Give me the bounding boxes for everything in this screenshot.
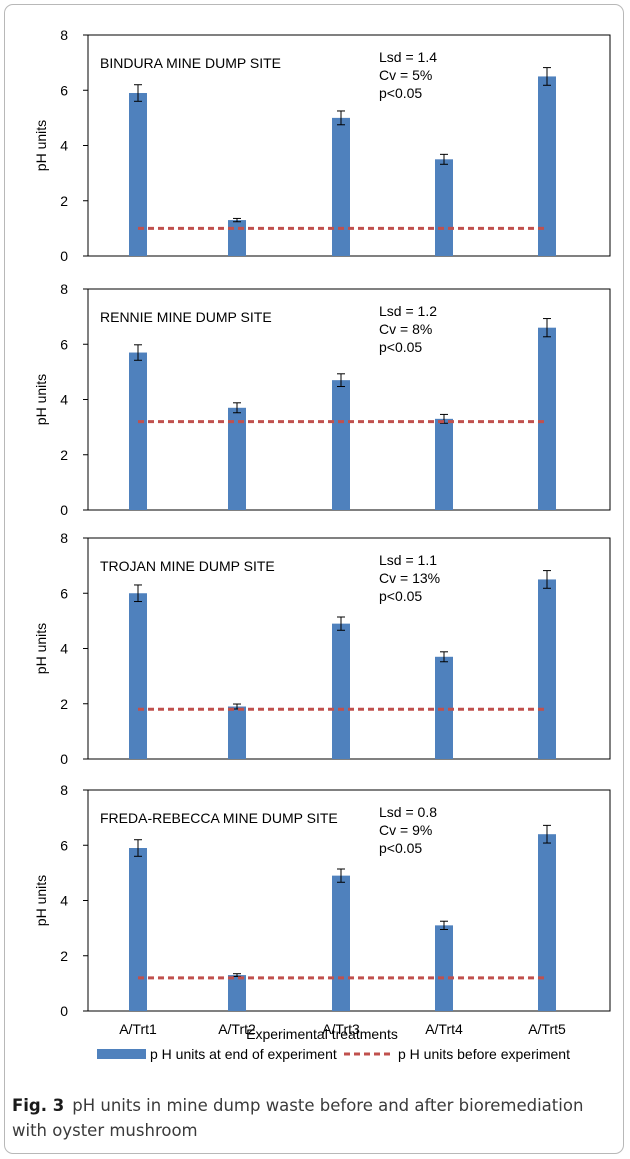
panel-title: BINDURA MINE DUMP SITE	[100, 55, 281, 71]
x-tick-label: A/Trt2	[218, 1021, 256, 1037]
bar	[538, 327, 556, 510]
y-axis-title: pH units	[33, 120, 49, 171]
stats-line: Lsd = 1.2	[379, 303, 437, 319]
bar	[435, 418, 453, 510]
legend-label-baseline: p H units before experiment	[398, 1046, 570, 1062]
caption-label: Fig. 3	[12, 1096, 65, 1115]
x-tick-label: A/Trt4	[425, 1021, 463, 1037]
stats-line: p<0.05	[379, 85, 422, 101]
bar	[332, 623, 350, 759]
y-tick-label: 8	[60, 530, 68, 546]
y-tick-label: 2	[60, 193, 68, 209]
y-axis-title: pH units	[33, 374, 49, 425]
panel-title: RENNIE MINE DUMP SITE	[100, 309, 272, 325]
stats-line: Lsd = 0.8	[379, 804, 437, 820]
bar	[538, 76, 556, 256]
bar	[538, 834, 556, 1011]
y-tick-label: 8	[60, 782, 68, 798]
legend: p H units at end of experiment p H units…	[97, 1046, 570, 1062]
figure-caption: Fig. 3 pH units in mine dump waste before…	[12, 1093, 612, 1143]
bar	[332, 117, 350, 256]
x-tick-label: A/Trt1	[119, 1021, 157, 1037]
y-tick-label: 0	[60, 248, 68, 264]
chart-panel-2: 0 2 4 6 8 pH units RENNIE MINE DUMP SITE Lsd = …	[33, 281, 611, 518]
y-tick-label: 6	[60, 837, 68, 853]
bar	[228, 975, 246, 1011]
bar	[129, 93, 147, 256]
stats-line: Lsd = 1.4	[379, 49, 437, 65]
bar	[228, 220, 246, 256]
stats-line: Lsd = 1.1	[379, 552, 437, 568]
legend-swatch-bar	[97, 1049, 146, 1059]
bar	[332, 380, 350, 510]
y-tick-label: 0	[60, 502, 68, 518]
panel-title: FREDA-REBECCA MINE DUMP SITE	[100, 810, 338, 826]
stats-line: p<0.05	[379, 588, 422, 604]
y-tick-label: 2	[60, 948, 68, 964]
stats-line: Cv = 5%	[379, 67, 432, 83]
legend-label-bar: p H units at end of experiment	[150, 1046, 337, 1062]
figure-frame	[4, 4, 624, 1154]
bar	[538, 579, 556, 759]
chart-panel-3: 0 2 4 6 8 pH units TROJAN MINE DUMP SITE Lsd = …	[33, 530, 611, 767]
y-tick-label: 4	[60, 893, 68, 909]
y-tick-label: 4	[60, 641, 68, 657]
chart-panel-4: 0 2 4 6 8 pH units FREDA-REBECCA MINE DUMP SIT…	[33, 782, 611, 1037]
stats-line: p<0.05	[379, 840, 422, 856]
bar	[228, 706, 246, 759]
y-tick-label: 4	[60, 392, 68, 408]
y-tick-label: 0	[60, 751, 68, 767]
y-axis-title: pH units	[33, 623, 49, 674]
chart-panel-1: 0 2 4 6 8 pH units BINDURA MINE DUMP SITE Lsd =…	[33, 27, 611, 264]
stats-line: Cv = 13%	[379, 570, 440, 586]
y-tick-label: 2	[60, 447, 68, 463]
bar	[435, 925, 453, 1011]
y-tick-label: 2	[60, 696, 68, 712]
stats-line: Cv = 9%	[379, 822, 432, 838]
y-tick-label: 6	[60, 336, 68, 352]
bar	[435, 159, 453, 256]
bar	[228, 407, 246, 510]
y-tick-label: 4	[60, 138, 68, 154]
y-axis-title: pH units	[33, 875, 49, 926]
y-tick-label: 8	[60, 27, 68, 43]
stats-line: p<0.05	[379, 339, 422, 355]
bar	[129, 593, 147, 759]
x-axis-title: Experimental treatments	[246, 1026, 398, 1042]
bar	[332, 875, 350, 1011]
bar	[129, 352, 147, 510]
bar	[129, 848, 147, 1011]
x-tick-label: A/Trt5	[528, 1021, 566, 1037]
y-tick-label: 6	[60, 82, 68, 98]
y-tick-label: 6	[60, 585, 68, 601]
x-tick-label: A/Trt3	[322, 1021, 360, 1037]
y-tick-label: 8	[60, 281, 68, 297]
stats-line: Cv = 8%	[379, 321, 432, 337]
panel-title: TROJAN MINE DUMP SITE	[100, 558, 275, 574]
caption-text: pH units in mine dump waste before and a…	[12, 1096, 584, 1140]
y-tick-label: 0	[60, 1003, 68, 1019]
